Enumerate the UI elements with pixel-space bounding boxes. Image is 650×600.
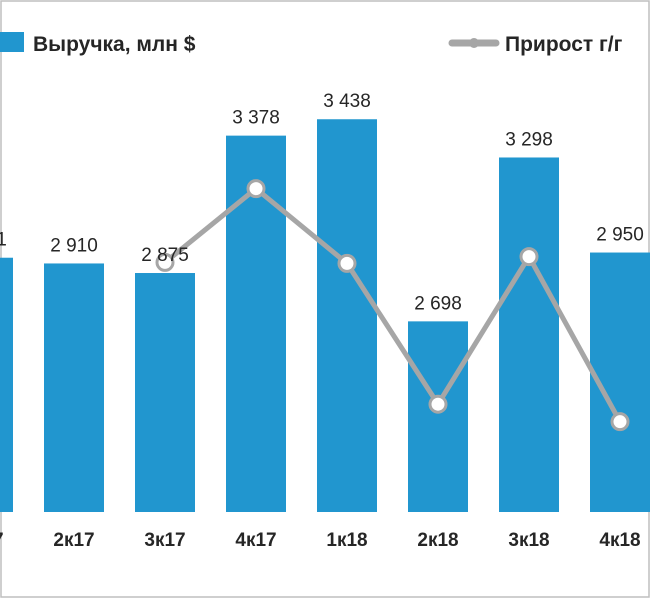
bar — [0, 257, 13, 512]
x-tick-label: 2к17 — [53, 530, 94, 551]
x-tick-label: 2к18 — [417, 530, 458, 551]
bar — [135, 273, 195, 512]
data-labels: 2 931 2 910 2 875 3 378 3 438 2 698 3 298 2 950 — [0, 91, 644, 314]
bar-data-label: 2 875 — [141, 245, 189, 266]
x-axis-ticks: 1к17 2к17 3к17 4к17 1к18 2к18 3к18 4к18 — [0, 530, 641, 551]
bar — [226, 135, 286, 513]
legend-label-revenue: Выручка, млн $ — [33, 33, 196, 56]
bar-data-label: 2 950 — [596, 225, 644, 246]
bar-data-label: 2 910 — [50, 235, 98, 256]
x-tick-label: 4к18 — [599, 530, 640, 551]
growth-point — [155, 252, 175, 272]
bar — [317, 119, 377, 512]
growth-point — [428, 394, 448, 414]
bar-series-revenue — [0, 119, 650, 513]
legend-marker-growth — [469, 38, 479, 48]
growth-point — [519, 247, 539, 267]
growth-point — [610, 412, 630, 432]
line-series-growth — [155, 179, 630, 432]
bar-data-label: 2 698 — [414, 293, 462, 314]
x-tick-label: 1к17 — [0, 530, 4, 551]
bar-data-label: 3 438 — [323, 91, 371, 112]
legend-label-growth: Прирост г/г — [505, 33, 623, 56]
bar-data-label: 3 298 — [505, 129, 553, 150]
x-tick-label: 4к17 — [235, 530, 276, 551]
growth-point — [246, 179, 266, 199]
bar — [499, 157, 559, 512]
legend: Выручка, млн $ Прирост г/г — [0, 32, 623, 56]
bar-data-label: 3 378 — [232, 108, 280, 129]
x-tick-label: 3к17 — [144, 530, 185, 551]
growth-point — [337, 253, 357, 273]
bar — [408, 321, 468, 512]
bar-data-label: 2 931 — [0, 230, 7, 251]
bar — [44, 263, 104, 512]
x-tick-label: 3к18 — [508, 530, 549, 551]
growth-line — [163, 186, 623, 423]
x-tick-label: 1к18 — [326, 530, 367, 551]
legend-swatch-revenue — [0, 32, 24, 52]
